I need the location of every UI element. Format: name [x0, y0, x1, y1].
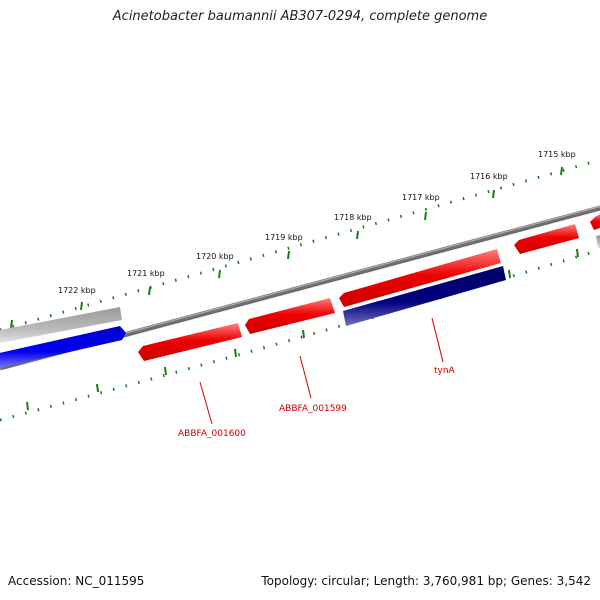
gene-red-edge[interactable]: [590, 214, 600, 230]
gene-blue-left[interactable]: [0, 326, 126, 369]
scale-tick-label: 1717 kbp: [402, 193, 440, 202]
leader-line: [431, 317, 444, 363]
gene-label-abbfa-001600[interactable]: ABBFA_001600: [178, 429, 246, 439]
scale-tick-label: 1715 kbp: [538, 150, 576, 159]
gene-red-upper-1[interactable]: [339, 249, 501, 307]
accession-text: Accession: NC_011595: [8, 574, 145, 588]
major-tick: [164, 366, 167, 376]
major-tick: [508, 269, 511, 279]
major-tick: [302, 329, 305, 339]
genome-summary-text: Topology: circular; Length: 3,760,981 bp…: [261, 574, 591, 588]
scale-tick-label: 1720 kbp: [196, 252, 234, 261]
gene-grey-edge[interactable]: [596, 235, 600, 248]
gene-grey-left-outer[interactable]: [0, 307, 122, 344]
major-tick: [148, 286, 151, 296]
leader-line: [199, 381, 213, 425]
major-tick: [576, 248, 579, 258]
major-tick: [356, 230, 359, 240]
gene-abbfa-001599[interactable]: [245, 298, 335, 334]
major-tick: [26, 401, 29, 411]
map-title: Acinetobacter baumannii AB307-0294, comp…: [112, 9, 488, 24]
scale-tick-label: 1719 kbp: [265, 233, 303, 242]
gene-red-upper-2[interactable]: [514, 224, 579, 254]
major-tick: [10, 319, 13, 329]
major-tick: [492, 189, 495, 199]
gene-label-leaders: [199, 317, 444, 425]
scale-tick-label: 1722 kbp: [58, 286, 96, 295]
major-tick: [424, 211, 427, 221]
scale-tick-label: 1721 kbp: [127, 269, 165, 278]
major-tick: [80, 301, 83, 311]
scale-tick-label: 1716 kbp: [470, 172, 508, 181]
leader-line: [299, 355, 312, 399]
major-tick: [218, 269, 221, 279]
outer-ruler-minor-ticks: [0, 158, 600, 332]
gene-tynA[interactable]: [343, 266, 506, 326]
outer-scale-ruler: 1722 kbp 1721 kbp 1720 kbp 1719 kbp 1718…: [0, 150, 600, 332]
major-tick: [96, 383, 99, 393]
gene-label-abbfa-001599[interactable]: ABBFA_001599: [279, 404, 347, 414]
gene-label-tynA[interactable]: tynA: [434, 366, 456, 376]
major-tick: [234, 348, 237, 358]
gene-abbfa-001600[interactable]: [138, 323, 242, 361]
scale-tick-label: 1718 kbp: [334, 213, 372, 222]
major-tick: [560, 166, 563, 176]
major-tick: [287, 250, 290, 260]
major-ticks: [10, 166, 563, 329]
